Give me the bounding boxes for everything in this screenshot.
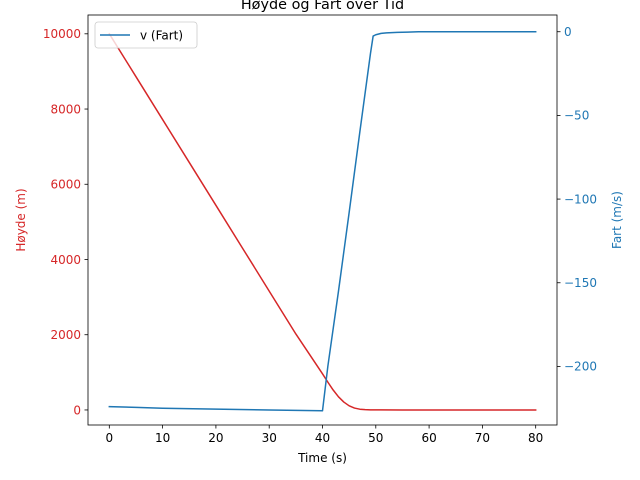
left-tick-label: 8000 — [50, 102, 81, 116]
hoyde-series-line — [108, 32, 537, 411]
left-axis-ticks: 0 2000 4000 6000 8000 10000 — [43, 27, 88, 417]
x-tick-label: 50 — [368, 431, 383, 445]
right-tick-label: −50 — [564, 109, 589, 123]
plot-frame — [87, 14, 558, 426]
series-layer — [108, 30, 537, 412]
x-tick-label: 60 — [421, 431, 436, 445]
right-tick-label: −200 — [564, 360, 597, 374]
chart-title: Høyde og Fart over Tid — [241, 0, 404, 13]
left-tick-label: 4000 — [50, 253, 81, 267]
legend-label-v-fart: v (Fart) — [140, 29, 183, 43]
fart-series-line — [108, 30, 537, 412]
left-tick-label: 2000 — [50, 328, 81, 342]
legend: v (Fart) — [94, 21, 198, 49]
right-axis-ticks: −200 −150 −100 −50 0 — [557, 25, 597, 374]
x-tick-label: 10 — [155, 431, 170, 445]
left-tick-label: 10000 — [43, 27, 81, 41]
x-tick-label: 0 — [105, 431, 113, 445]
right-tick-label: −150 — [564, 276, 597, 290]
x-tick-label: 40 — [315, 431, 330, 445]
right-tick-label: −100 — [564, 192, 597, 206]
x-tick-label: 30 — [262, 431, 277, 445]
legend-box — [94, 21, 198, 49]
left-tick-label: 0 — [73, 403, 81, 417]
x-tick-label: 80 — [528, 431, 543, 445]
right-axis-label: Fart (m/s) — [610, 191, 624, 249]
x-axis-label: Time (s) — [297, 451, 347, 465]
left-tick-label: 6000 — [50, 178, 81, 192]
right-tick-label: 0 — [564, 25, 572, 39]
x-tick-label: 20 — [208, 431, 223, 445]
x-tick-label: 70 — [475, 431, 490, 445]
left-axis-label: Høyde (m) — [14, 188, 28, 251]
x-axis-ticks: 0 10 20 30 40 50 60 70 80 — [105, 425, 543, 445]
